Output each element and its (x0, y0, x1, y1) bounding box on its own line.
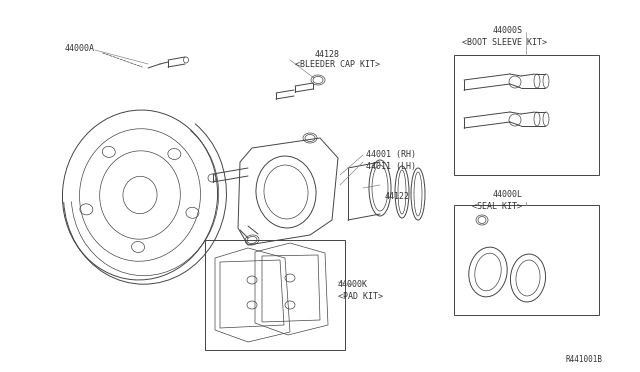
Text: 44000A: 44000A (65, 44, 95, 53)
Text: <SEAL KIT>: <SEAL KIT> (472, 202, 522, 211)
Bar (454, 55, 599, 175)
Text: 44001 (RH): 44001 (RH) (366, 150, 416, 159)
Text: 44122: 44122 (385, 192, 410, 201)
Bar (454, 205, 599, 315)
Text: 44000S: 44000S (493, 26, 523, 35)
Bar (205, 240, 345, 350)
Text: R441001B: R441001B (565, 355, 602, 364)
Text: 44000L: 44000L (493, 190, 523, 199)
Text: 44128: 44128 (315, 50, 340, 59)
Text: 44011 (LH): 44011 (LH) (366, 162, 416, 171)
Text: <PAD KIT>: <PAD KIT> (338, 292, 383, 301)
Text: <BOOT SLEEVE KIT>: <BOOT SLEEVE KIT> (462, 38, 547, 47)
Text: 44000K: 44000K (338, 280, 368, 289)
Text: <BLEEDER CAP KIT>: <BLEEDER CAP KIT> (295, 60, 380, 69)
